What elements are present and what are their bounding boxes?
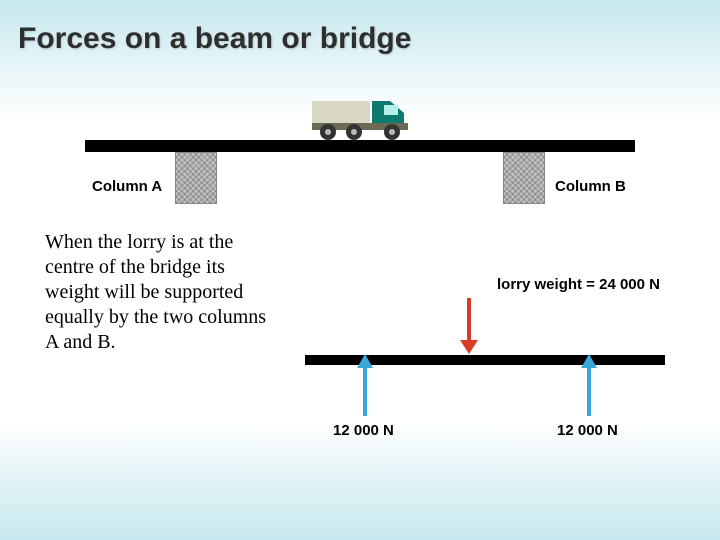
page-title: Forces on a beam or bridge [18,22,411,56]
reaction-left-label: 12 000 N [333,422,394,439]
explanation-text: When the lorry is at the centre of the b… [45,230,275,355]
column-a-pillar [175,152,217,204]
column-b-pillar [503,152,545,204]
bridge-illustration [85,85,635,215]
bridge-beam [85,140,635,152]
column-b-label: Column B [555,178,626,195]
weight-arrow [467,298,471,340]
reaction-right-label: 12 000 N [557,422,618,439]
reaction-left-arrow [363,368,367,416]
force-diagram: lorry weight = 24 000 N 12 000 N 12 000 … [305,260,675,460]
truck-icon [310,87,410,141]
column-a-label: Column A [92,178,162,195]
reaction-right-arrow [587,368,591,416]
weight-label: lorry weight = 24 000 N [497,276,660,293]
